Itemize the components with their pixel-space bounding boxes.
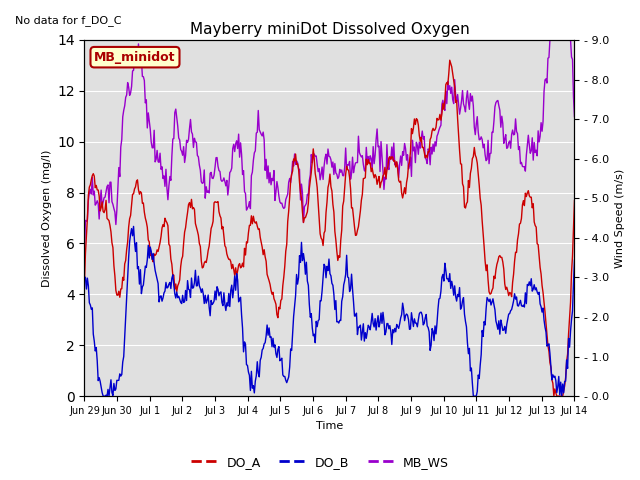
Legend: DO_A, DO_B, MB_WS: DO_A, DO_B, MB_WS [186, 451, 454, 474]
X-axis label: Time: Time [316, 421, 343, 432]
Text: No data for f_DO_C: No data for f_DO_C [15, 15, 122, 26]
Y-axis label: Wind Speed (m/s): Wind Speed (m/s) [615, 168, 625, 268]
Title: Mayberry miniDot Dissolved Oxygen: Mayberry miniDot Dissolved Oxygen [189, 23, 469, 37]
Text: MB_minidot: MB_minidot [94, 51, 176, 64]
Y-axis label: Dissolved Oxygen (mg/l): Dissolved Oxygen (mg/l) [42, 149, 52, 287]
